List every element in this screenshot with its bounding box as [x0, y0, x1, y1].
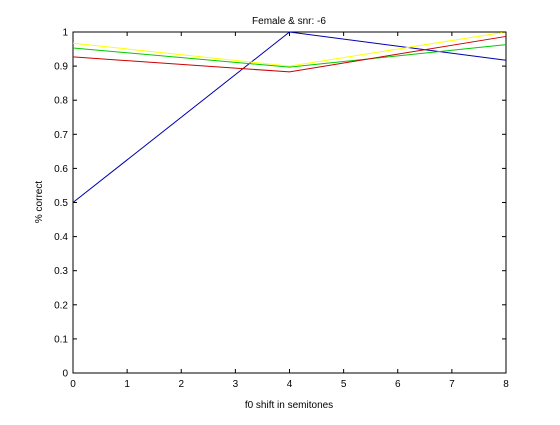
series-line-2 [72, 31, 507, 67]
y-tick-label: 0.3 [54, 266, 68, 277]
y-tick-label: 0.1 [54, 334, 68, 345]
y-tick-label: 0.7 [54, 130, 68, 141]
series-layer [72, 31, 507, 203]
series-line-1 [72, 31, 507, 203]
x-tick-label: 3 [233, 379, 239, 390]
x-tick-label: 7 [449, 379, 455, 390]
x-tick-label: 8 [503, 379, 509, 390]
y-tick-label: 0.4 [54, 232, 68, 243]
y-tick-label: 0 [62, 369, 68, 380]
y-tick-label: 0.5 [54, 198, 68, 209]
chart-title: Female & snr: -6 [252, 16, 326, 27]
y-tick-label: 1 [62, 28, 68, 39]
y-tick-label: 0.6 [54, 164, 68, 175]
y-tick-label: 0.9 [54, 62, 68, 73]
y-tick-label: 0.8 [54, 96, 68, 107]
plot-frame [72, 31, 507, 374]
x-tick-label: 5 [341, 379, 347, 390]
x-tick-label: 6 [395, 379, 401, 390]
y-axis-label: % correct [34, 181, 45, 223]
x-axis-label: f0 shift in semitones [245, 400, 333, 411]
series-line-3 [72, 44, 507, 68]
x-tick-label: 4 [287, 379, 293, 390]
y-tick-label: 0.2 [54, 300, 68, 311]
x-tick-label: 2 [178, 379, 184, 390]
x-tick-label: 0 [70, 379, 76, 390]
x-tick-label: 1 [124, 379, 130, 390]
tick-layer: 0 1 2 3 4 5 6 7 8 0 0.1 0.2 0.3 0.4 0.5 0.6 0.7 0.8 0.9 1 [54, 28, 509, 391]
series-line-4 [72, 35, 507, 73]
plot-area [72, 31, 507, 374]
